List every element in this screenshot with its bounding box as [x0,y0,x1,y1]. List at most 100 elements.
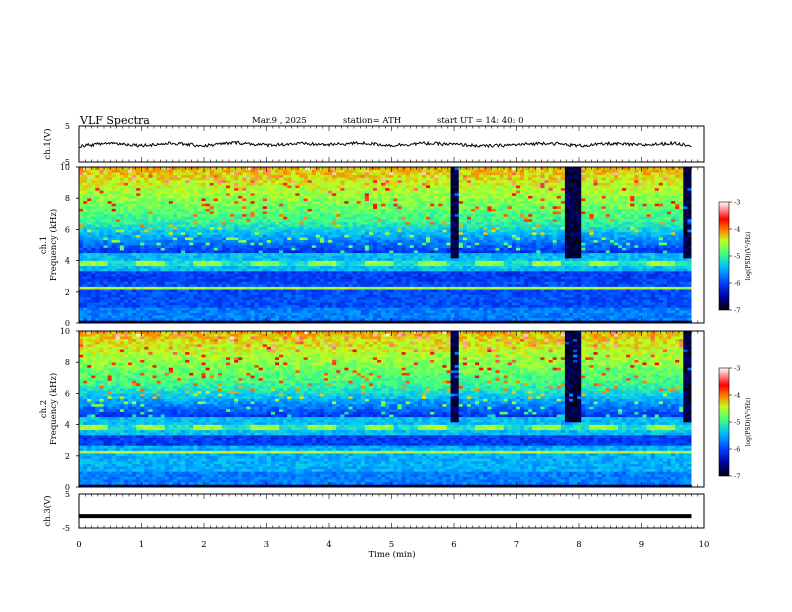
spectrogram-cell [119,185,125,189]
spectrogram-cell [209,268,215,272]
spectrogram-cell [381,167,386,170]
spectrogram-cell [413,237,419,241]
spectrogram-cell [262,182,268,186]
spectrogram-cell [152,211,157,215]
spectrogram-cell [242,174,247,178]
spectrogram-cell [291,203,296,207]
spectrogram-cell [270,200,276,204]
spectrogram-cell [275,273,280,277]
spectrogram-cell [299,185,304,189]
spectrogram-cell [344,265,349,269]
spectrogram-cell [115,234,121,238]
spectrogram-cell [156,320,161,324]
spectrogram-cell [413,252,419,256]
spectrogram-cell [319,190,325,194]
spectrogram-cell [360,260,366,264]
spectrogram-cell [99,185,104,189]
spectrogram-cell [213,242,219,246]
spectrogram-cell [295,284,300,287]
spectrogram-cell [307,219,313,222]
spectrogram-cell [348,252,353,256]
spectrogram-cell [405,187,411,191]
spectrogram-cell [213,273,219,277]
spectrogram-cell [373,297,378,300]
spectrogram-cell [275,320,280,324]
spectrogram-cell [193,169,198,173]
spectrogram-cell [409,237,415,241]
spectrogram-cell [242,190,247,194]
spectrogram-cell [340,174,345,178]
spectrogram-cell [95,234,100,238]
spectrogram-cell [185,297,190,300]
spectrogram-cell [381,206,386,209]
spectrogram-cell [307,281,313,285]
spectrogram-cell [238,304,243,308]
spectrogram-cell [364,187,370,191]
spectrogram-cell [87,302,92,306]
spectrogram-cell [160,265,166,269]
spectrogram-cell [283,219,288,222]
spectrogram-cell [107,312,112,316]
spectrogram-cell [201,289,206,293]
spectrogram-cell [348,211,353,215]
spectrogram-cell [315,190,321,194]
spectrogram-cell [401,304,406,308]
spectrogram-cell [381,193,386,196]
spectrogram-cell [189,177,194,181]
spectrogram-cell [205,200,210,204]
spectrogram-cell [181,182,186,186]
spectrogram-cell [299,213,304,217]
spectrogram-cell [279,221,284,225]
spectrogram-cell [152,265,157,269]
spectrogram-cell [373,281,378,285]
spectrogram-cell [83,255,88,259]
spectrogram-cell [193,221,198,225]
spectrogram-cell [221,232,227,235]
spectrogram-cell [115,245,121,248]
spectrogram-cell [258,258,264,261]
spectrogram-cell [270,219,276,222]
spectrogram-cell [107,260,112,264]
spectrogram-cell [291,263,296,267]
spectrogram-cell [311,271,317,274]
spectrogram-cell [197,281,202,285]
spectrogram-cell [189,268,194,272]
spectrogram-cell [99,294,104,298]
spectrogram-cell [201,219,206,222]
spectrogram-cell [119,297,125,300]
spectrogram-cell [91,232,96,235]
spectrogram-cell [209,263,215,267]
spectrogram-cell [332,213,337,217]
spectrogram-cell [205,193,210,196]
spectrogram-cell [319,302,325,306]
spectrogram-cell [172,263,178,267]
spectrogram-cell [413,242,419,246]
spectrogram-cell [213,271,219,274]
spectrogram-cell [328,304,333,308]
spectrogram-cell [250,195,255,199]
spectrogram-cell [95,291,100,295]
spectrogram-cell [344,229,349,233]
spectrogram-cell [291,187,296,191]
spectrogram-cell [266,273,272,277]
spectrogram-cell [287,226,292,230]
spectrogram-cell [401,268,406,272]
spectrogram-cell [397,258,402,261]
spectrogram-cell [377,229,382,233]
spectrogram-cell [299,180,304,183]
spectrogram-cell [107,273,112,277]
spectrogram-cell [123,255,129,259]
spectrogram-cell [205,190,210,194]
spectrogram-cell [315,195,321,199]
spectrogram-cell [246,271,251,274]
spectrogram-cell [107,286,112,290]
spectrogram-cell [242,302,247,306]
spectrogram-cell [364,211,370,215]
spectrogram-cell [295,237,300,241]
spectrogram-cell [393,224,398,228]
spectrogram-cell [356,294,362,298]
spectrogram-cell [197,294,202,298]
spectrogram-cell [136,255,141,259]
spectrogram-cell [144,297,149,300]
spectrogram-cell [254,265,259,269]
